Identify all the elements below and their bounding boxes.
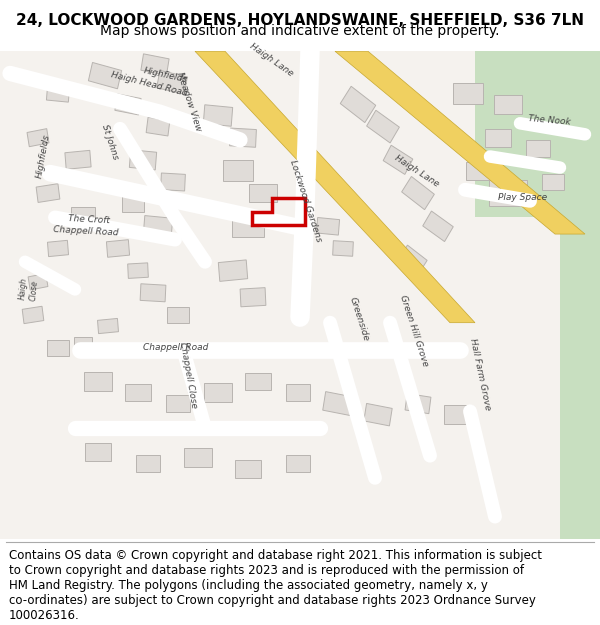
Polygon shape	[560, 212, 600, 539]
Text: Highfields: Highfields	[35, 134, 52, 179]
Polygon shape	[88, 62, 122, 89]
Polygon shape	[47, 241, 68, 257]
Text: Greenside: Greenside	[348, 296, 371, 343]
Polygon shape	[146, 118, 170, 136]
Polygon shape	[453, 83, 483, 104]
Polygon shape	[401, 176, 434, 209]
Text: co-ordinates) are subject to Crown copyright and database rights 2023 Ordnance S: co-ordinates) are subject to Crown copyr…	[9, 594, 536, 608]
Polygon shape	[489, 180, 527, 206]
Polygon shape	[27, 129, 49, 147]
Text: to Crown copyright and database rights 2023 and is reproduced with the permissio: to Crown copyright and database rights 2…	[9, 564, 524, 578]
Polygon shape	[74, 336, 92, 349]
Polygon shape	[122, 196, 144, 212]
Polygon shape	[340, 86, 376, 123]
Polygon shape	[204, 383, 232, 402]
Polygon shape	[383, 145, 413, 174]
Text: Hall Farm Grove: Hall Farm Grove	[468, 338, 492, 411]
Polygon shape	[47, 341, 69, 356]
Text: Meadow View: Meadow View	[175, 71, 203, 132]
Polygon shape	[71, 207, 95, 224]
Polygon shape	[249, 184, 277, 203]
Text: Haigh Head Road: Haigh Head Road	[110, 71, 188, 98]
Polygon shape	[367, 110, 400, 143]
Polygon shape	[494, 95, 522, 114]
Text: HM Land Registry. The polygons (including the associated geometry, namely x, y: HM Land Registry. The polygons (includin…	[9, 579, 488, 592]
Polygon shape	[218, 260, 248, 281]
Polygon shape	[475, 51, 600, 217]
Text: Contains OS data © Crown copyright and database right 2021. This information is : Contains OS data © Crown copyright and d…	[9, 549, 542, 562]
Text: Chappell Road: Chappell Road	[53, 224, 119, 237]
Text: Haigh Lane: Haigh Lane	[248, 42, 295, 78]
Text: Highfields: Highfields	[143, 66, 189, 85]
Text: Haigh Lane: Haigh Lane	[393, 153, 440, 189]
Polygon shape	[115, 94, 141, 115]
Polygon shape	[466, 162, 491, 180]
Text: Chappell Road: Chappell Road	[143, 342, 208, 352]
Text: Chappell Close: Chappell Close	[178, 341, 199, 409]
Polygon shape	[140, 284, 166, 302]
Polygon shape	[125, 384, 151, 401]
Polygon shape	[22, 306, 44, 324]
Polygon shape	[335, 51, 585, 234]
Polygon shape	[203, 105, 233, 126]
Polygon shape	[405, 394, 431, 414]
Polygon shape	[364, 403, 392, 426]
Polygon shape	[444, 405, 472, 424]
Text: Play Space: Play Space	[498, 193, 547, 202]
Text: Green Hill Grove: Green Hill Grove	[398, 294, 430, 368]
Polygon shape	[485, 129, 511, 146]
Text: St Johns: St Johns	[100, 123, 120, 161]
Text: 24, LOCKWOOD GARDENS, HOYLANDSWAINE, SHEFFIELD, S36 7LN: 24, LOCKWOOD GARDENS, HOYLANDSWAINE, SHE…	[16, 12, 584, 28]
Polygon shape	[167, 307, 189, 322]
Polygon shape	[46, 84, 70, 102]
Polygon shape	[286, 455, 310, 472]
Polygon shape	[232, 215, 264, 238]
Polygon shape	[286, 384, 310, 401]
Text: Haigh
Close: Haigh Close	[18, 278, 39, 301]
Polygon shape	[526, 141, 550, 157]
Polygon shape	[98, 318, 118, 334]
Polygon shape	[28, 273, 48, 290]
Polygon shape	[332, 241, 353, 256]
Polygon shape	[316, 217, 340, 235]
Text: Map shows position and indicative extent of the property.: Map shows position and indicative extent…	[100, 24, 500, 39]
Text: The Nook: The Nook	[528, 114, 571, 126]
Text: Lockwood Gardens: Lockwood Gardens	[288, 159, 323, 243]
Polygon shape	[128, 263, 148, 278]
Polygon shape	[230, 128, 256, 148]
Polygon shape	[157, 71, 187, 94]
Polygon shape	[136, 455, 160, 472]
Polygon shape	[85, 444, 111, 461]
Polygon shape	[399, 245, 427, 274]
Polygon shape	[245, 372, 271, 390]
Polygon shape	[130, 150, 157, 170]
Polygon shape	[323, 392, 353, 416]
Polygon shape	[423, 211, 453, 242]
Polygon shape	[235, 460, 261, 478]
Polygon shape	[0, 51, 600, 539]
Polygon shape	[106, 239, 130, 258]
Polygon shape	[223, 161, 253, 181]
Text: 100026316.: 100026316.	[9, 609, 80, 622]
Polygon shape	[161, 173, 185, 191]
Polygon shape	[240, 288, 266, 307]
Polygon shape	[65, 151, 91, 169]
Polygon shape	[143, 216, 173, 237]
Text: The Croft: The Croft	[68, 214, 110, 225]
Polygon shape	[184, 449, 212, 468]
Polygon shape	[195, 51, 475, 322]
Polygon shape	[166, 395, 190, 412]
Polygon shape	[36, 184, 60, 203]
Polygon shape	[141, 54, 169, 75]
Polygon shape	[542, 174, 564, 190]
Polygon shape	[84, 372, 112, 391]
